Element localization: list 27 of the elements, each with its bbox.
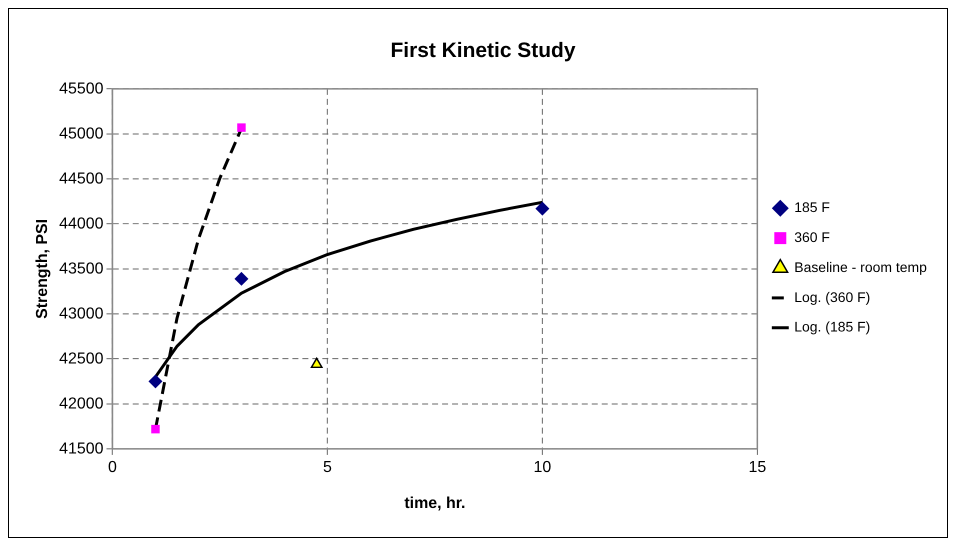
x-axis-title: time, hr. [404,494,466,512]
x-tick-label: 15 [748,458,766,476]
point [310,358,323,368]
y-axis-title: Strength, PSI [34,218,51,319]
point [237,123,246,132]
y-tick-label: 41500 [59,440,104,458]
point [535,202,550,216]
y-tick-label: 42000 [59,395,104,412]
y-tick-label: 44500 [59,170,104,188]
legend-label: Log. (185 F) [794,318,870,335]
point [151,424,160,434]
x-tick-label: 10 [534,458,552,476]
legend-label: Log. (360 F) [794,288,870,305]
y-tick-label: 45500 [59,80,104,98]
point [148,374,162,388]
legend-label: 360 F [794,228,830,245]
legend-label: Baseline - room temp [794,258,928,275]
y-tick-label: 42500 [59,350,104,368]
y-tick-label: 44000 [59,215,104,232]
point [234,272,248,286]
legend-label: 185 F [794,199,830,216]
x-tick-label: 0 [108,458,118,476]
y-tick-label: 43000 [59,305,104,322]
y-tick-label: 43500 [59,260,104,278]
chart-title: First Kinetic Study [390,39,576,62]
y-tick-label: 45000 [59,125,104,142]
x-tick-label: 5 [322,458,332,476]
